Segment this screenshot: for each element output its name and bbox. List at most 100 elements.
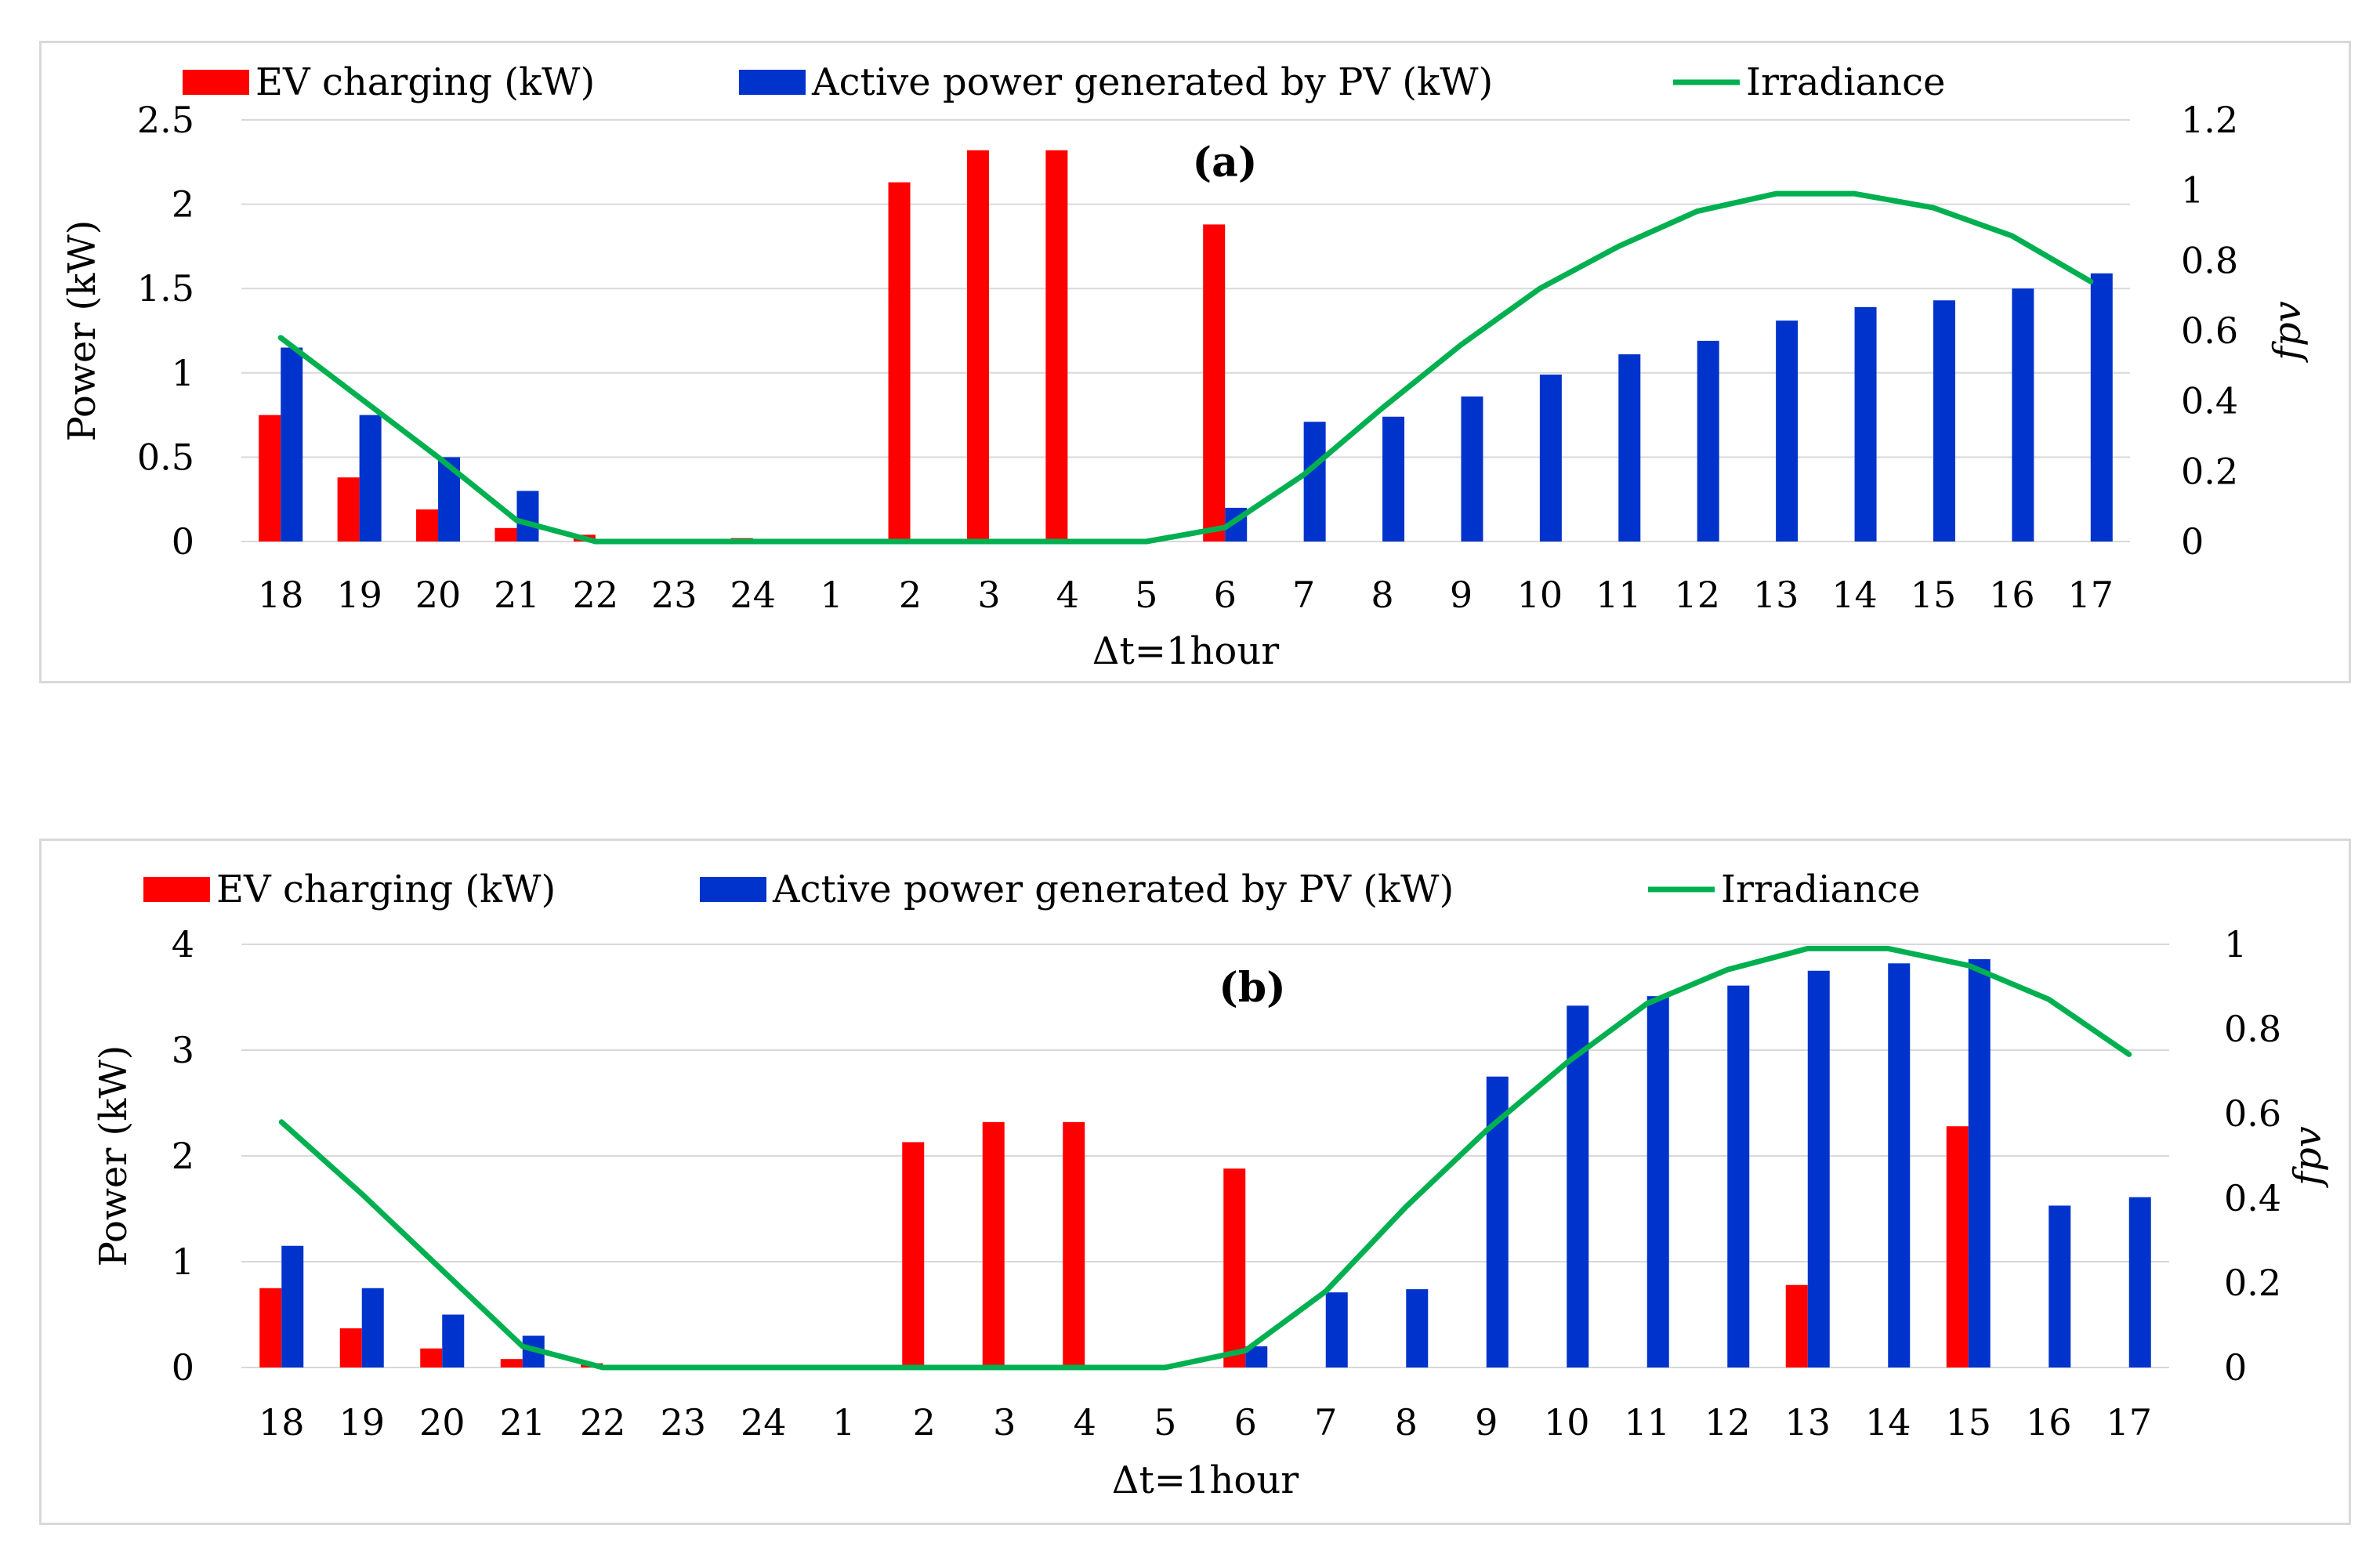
pv-power-bar-7 xyxy=(1325,1292,1348,1367)
x-tick-label: 24 xyxy=(730,574,776,616)
x-tick-label: 1 xyxy=(832,1401,855,1444)
y-tick-label: 1 xyxy=(172,352,194,394)
x-axis-title: Δt=1hour xyxy=(1092,629,1279,673)
x-tick-label: 23 xyxy=(651,574,697,616)
x-tick-label: 20 xyxy=(415,574,462,616)
irradiance-line xyxy=(278,945,2132,1371)
panel-label: (b) xyxy=(1219,964,1286,1012)
ev-charging-bar-13 xyxy=(1785,1284,1808,1367)
pv-power-bar-8 xyxy=(1382,416,1405,542)
pv-power-bar-10 xyxy=(1567,1005,1589,1367)
ev-charging-bar-4 xyxy=(1045,150,1068,542)
ev-charging-bar-18 xyxy=(259,1288,282,1367)
x-tick-label: 11 xyxy=(1596,574,1642,616)
x-tick-label: 16 xyxy=(1989,574,2035,616)
pv-power-bar-11 xyxy=(1618,354,1641,542)
y2-tick-label: 1 xyxy=(2224,923,2247,965)
chart-panel-b: 0 1 2 3 4 0 0.2 0.4 0.6 0.8 1 18 19 20 21 22 23 24 1 2 3 4 5 6 7… xyxy=(39,839,2351,1525)
y2-tick-label: 0.2 xyxy=(2181,450,2238,492)
x-tick-label: 7 xyxy=(1292,574,1315,616)
y-tick-label: 2 xyxy=(172,183,194,226)
x-tick-label: 2 xyxy=(913,1401,936,1444)
pv-power-bar-16 xyxy=(2049,1205,2071,1367)
pv-power-bar-8 xyxy=(1406,1289,1429,1367)
pv-power-bar-18 xyxy=(281,1245,304,1367)
ev-charging-bar-21 xyxy=(500,1359,523,1367)
pv-power-bar-7 xyxy=(1303,422,1326,542)
y2-tick-label: 0.8 xyxy=(2181,239,2238,281)
pv-power-bar-15 xyxy=(1968,958,1991,1367)
y2-tick-label: 1 xyxy=(2181,169,2204,212)
pv-power-bar-20 xyxy=(442,1314,465,1367)
x-tick-label: 4 xyxy=(1074,1401,1096,1444)
x-tick-label: 3 xyxy=(977,574,1000,616)
y2-axis-title: fpv xyxy=(2266,301,2309,363)
x-tick-label: 8 xyxy=(1371,574,1393,616)
y-tick-label: 1 xyxy=(172,1241,194,1283)
y2-tick-label: 0 xyxy=(2181,520,2204,563)
x-tick-label: 17 xyxy=(2068,574,2114,616)
y-tick-label: 0.5 xyxy=(137,436,194,478)
x-tick-label: 19 xyxy=(336,574,382,616)
x-tick-label: 5 xyxy=(1154,1401,1176,1444)
y2-tick-label: 0 xyxy=(2224,1346,2247,1389)
legend-swatch xyxy=(183,70,249,95)
legend-swatch xyxy=(700,877,766,902)
legend-label: EV charging (kW) xyxy=(216,868,556,911)
x-tick-label: 15 xyxy=(1945,1401,1991,1444)
x-tick-label: 12 xyxy=(1674,574,1720,616)
x-tick-label: 21 xyxy=(499,1401,545,1444)
pv-power-bar-16 xyxy=(2012,288,2034,542)
pv-power-bar-9 xyxy=(1461,396,1483,542)
legend-label: Active power generated by PV (kW) xyxy=(772,868,1454,911)
chart-a-svg: 00.511.522.500.20.40.60.811.218 19 20 21 22 2… xyxy=(60,60,2309,673)
y2-tick-label: 0.4 xyxy=(2224,1177,2281,1219)
chart-panel-a: 0 0.5 1 1.5 2 2.5 0 0.2 0.4 0.6 0.8 1 1.2 18 19 20 21 22 2… xyxy=(39,41,2351,683)
pv-power-bar-12 xyxy=(1697,340,1719,542)
pv-power-bar-14 xyxy=(1888,963,1911,1367)
x-tick-label: 10 xyxy=(1517,574,1563,616)
pv-power-bar-17 xyxy=(2128,1197,2151,1367)
legend-label: Irradiance xyxy=(1746,60,1945,104)
pv-power-bar-13 xyxy=(1776,321,1799,542)
x-tick-label: 20 xyxy=(419,1401,465,1444)
ev-charging-bar-18 xyxy=(259,415,281,542)
x-tick-label: 4 xyxy=(1056,574,1079,616)
x-tick-label: 16 xyxy=(2026,1401,2072,1444)
x-tick-label: 23 xyxy=(660,1401,706,1444)
pv-power-bar-21 xyxy=(516,491,539,542)
x-tick-label: 11 xyxy=(1624,1401,1670,1444)
pv-power-bar-10 xyxy=(1539,374,1562,542)
y2-tick-label: 0.8 xyxy=(2224,1008,2281,1050)
x-tick-label: 8 xyxy=(1395,1401,1418,1444)
ev-charging-bar-19 xyxy=(339,1328,362,1367)
ev-charging-bar-6 xyxy=(1223,1168,1246,1367)
y2-tick-label: 1.2 xyxy=(2181,99,2238,141)
x-tick-label: 19 xyxy=(339,1401,385,1444)
y-tick-label: 4 xyxy=(172,923,194,965)
y2-tick-label: 0.4 xyxy=(2181,380,2238,422)
panel-label: (a) xyxy=(1193,139,1258,187)
pv-power-bar-11 xyxy=(1646,996,1669,1367)
pv-power-bar-14 xyxy=(1854,306,1877,542)
y2-tick-label: 0.2 xyxy=(2224,1262,2281,1304)
pv-power-bar-17 xyxy=(2090,273,2113,542)
legend-label: EV charging (kW) xyxy=(255,60,595,104)
x-tick-label: 7 xyxy=(1314,1401,1337,1444)
y2-tick-label: 0.6 xyxy=(2181,310,2238,352)
y-axis-title: Power (kW) xyxy=(92,1045,136,1267)
ev-charging-bar-20 xyxy=(420,1348,443,1367)
y-tick-label: 0 xyxy=(172,1346,194,1389)
y-tick-label: 0 xyxy=(172,520,194,563)
x-tick-label: 9 xyxy=(1450,574,1473,616)
x-tick-label: 18 xyxy=(259,1401,305,1444)
ev-charging-bar-19 xyxy=(337,477,360,542)
x-tick-label: 5 xyxy=(1135,574,1157,616)
x-tick-label: 22 xyxy=(580,1401,626,1444)
pv-power-bar-19 xyxy=(361,1288,384,1367)
pv-power-bar-19 xyxy=(359,415,382,542)
y-tick-label: 1.5 xyxy=(137,267,194,310)
y-axis-title: Power (kW) xyxy=(60,220,104,442)
x-tick-label: 13 xyxy=(1753,574,1799,616)
x-tick-label: 12 xyxy=(1704,1401,1751,1444)
